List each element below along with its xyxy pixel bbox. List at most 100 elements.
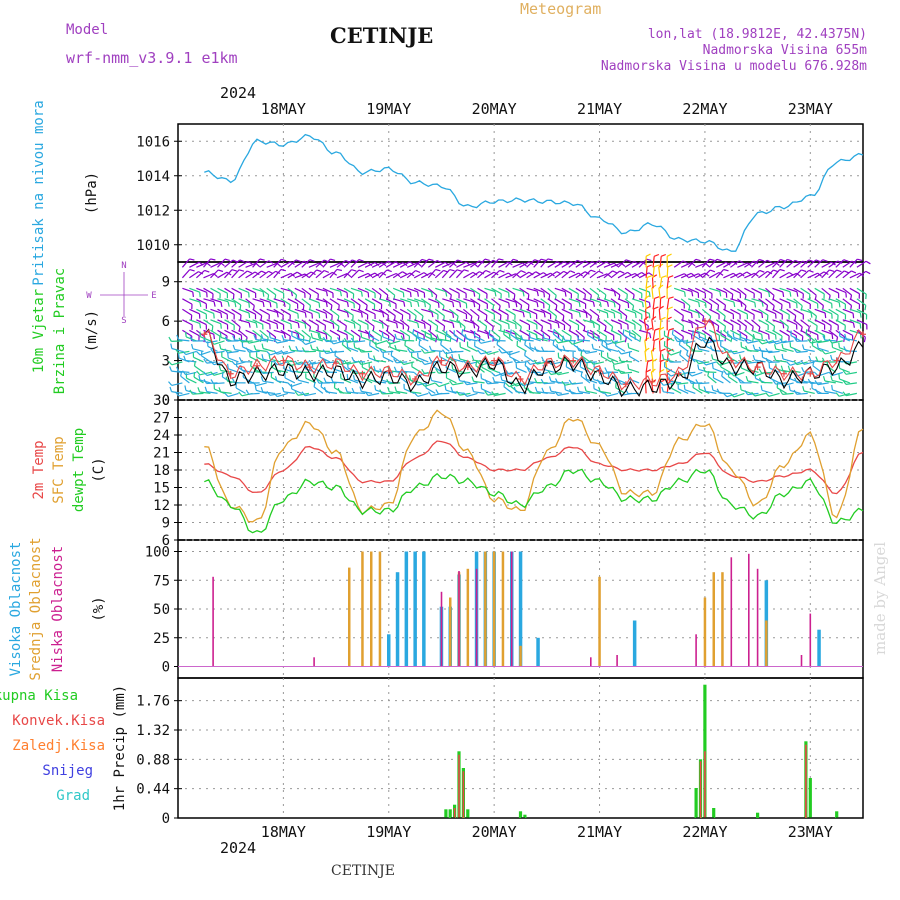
ytick-cloud-100: 100	[145, 545, 170, 561]
cloud-bar-mid	[519, 645, 522, 667]
ytick-wind-9: 9	[162, 275, 170, 291]
wind-gust-marker	[385, 368, 392, 375]
model-name: wrf-nmm_v3.9.1 e1km	[66, 49, 238, 67]
pressure-title: Pritisak na nivou mora	[31, 100, 47, 285]
ytick-pressure-1014: 1014	[136, 169, 170, 185]
precip-label-total: Ukupna Kisa	[0, 688, 78, 704]
pressure-ylabel: (hPa)	[84, 172, 100, 214]
cloud-bar-high	[422, 551, 426, 667]
cloud-bars	[178, 551, 863, 667]
temp-label-2m: 2m Temp	[31, 440, 47, 499]
top-date-23may: 23MAY	[788, 100, 833, 118]
temp-label-sfc: SFC Temp	[51, 436, 67, 503]
ytick-wind-3: 3	[162, 354, 170, 370]
cloud-bar-mid	[598, 576, 601, 667]
top-year-label: 2024	[220, 84, 256, 102]
ytick-wind-0: 0	[162, 393, 170, 409]
wind-gust-marker	[333, 360, 340, 367]
compass-e: E	[151, 291, 156, 301]
cloud-bar-high	[404, 551, 409, 667]
precip-bar-convective	[805, 744, 807, 818]
precip-bar-total	[448, 809, 452, 818]
precip-panel-frame	[177, 677, 864, 819]
cloud-bar-high	[387, 634, 391, 667]
wind-gust-marker	[754, 364, 761, 371]
ytick-temp-9: 9	[162, 516, 170, 532]
bottom-date-23may: 23MAY	[788, 823, 833, 841]
precip-bar-total	[835, 811, 839, 818]
wind-series	[201, 318, 866, 398]
precip-bar-convective	[458, 754, 460, 818]
bottom-date-19may: 19MAY	[366, 823, 411, 841]
pressure-panel-frame	[177, 123, 864, 263]
bottom-date-22may: 22MAY	[682, 823, 727, 841]
cloud-bar-mid	[449, 597, 452, 667]
cloud-bar-high	[632, 620, 637, 667]
top-date-labels: 18MAY 19MAY 20MAY 21MAY 22MAY 23MAY	[261, 100, 833, 118]
footer-title: CETINJE	[331, 863, 395, 879]
cloud-ylabel: (%)	[91, 596, 107, 621]
wind-title-line2: Brzina i Pravac	[52, 268, 68, 394]
compass-w: W	[86, 291, 92, 301]
compass-n: N	[121, 261, 126, 271]
cloud-bar-low	[212, 576, 214, 667]
wind-gust-marker	[701, 318, 708, 325]
altitude-text: Nadmorska Visina 655m	[703, 43, 868, 58]
precip-bar-total	[756, 812, 760, 818]
ytick-temp-24: 24	[153, 428, 170, 444]
wind-gust-marker	[807, 370, 814, 377]
precip-bar-total	[694, 788, 698, 818]
temp-ylabel: (C)	[91, 457, 107, 482]
ytick-temp-30: 30	[153, 393, 170, 409]
wind-ylabel: (m/s)	[84, 310, 100, 352]
y-tick-labels: 1016101410121010036930272421181512961007…	[136, 134, 182, 827]
ytick-wind-6: 6	[162, 314, 170, 330]
wind-gust-marker	[728, 357, 735, 364]
meteogram-label: Meteogram	[520, 0, 601, 18]
bottom-date-18may: 18MAY	[261, 823, 306, 841]
cloud-bar-high	[395, 572, 400, 667]
wind-gust-marker	[412, 375, 419, 382]
ytick-precip-1.76: 1.76	[136, 694, 170, 710]
wind-gust-marker	[491, 357, 498, 364]
top-date-19may: 19MAY	[366, 100, 411, 118]
precip-label-snow: Snijeg	[42, 763, 93, 779]
temp-2m-line	[204, 440, 864, 495]
precip-bars	[178, 684, 863, 819]
model-label: Model	[66, 22, 108, 38]
cloud-bar-low	[748, 553, 750, 667]
top-date-18may: 18MAY	[261, 100, 306, 118]
wind-gust-marker	[280, 357, 287, 364]
pressure-line	[204, 133, 864, 252]
bottom-date-21may: 21MAY	[577, 823, 622, 841]
cloud-bar-mid	[712, 572, 715, 667]
ytick-pressure-1016: 1016	[136, 134, 170, 150]
cloud-bar-low	[510, 551, 513, 667]
bottom-year-label: 2024	[220, 839, 256, 857]
ytick-pressure-1012: 1012	[136, 203, 170, 219]
lonlat-text: lon,lat (18.9812E, 42.4375N)	[648, 27, 867, 42]
cloud-label-mid: Srednja Oblacnost	[28, 537, 44, 680]
temp-sfc-line	[204, 409, 864, 523]
precip-bar-total	[523, 814, 527, 818]
ytick-cloud-0: 0	[162, 660, 170, 676]
compass-s: S	[121, 316, 126, 326]
cloud-bar-mid	[361, 551, 364, 667]
wind-gust-line	[203, 318, 864, 391]
cloud-bar-high	[817, 629, 821, 667]
cloud-bar-mid	[501, 551, 505, 667]
cloud-bar-low	[695, 634, 697, 667]
wind-gust-marker	[860, 331, 866, 338]
cloud-bar-mid	[721, 572, 724, 667]
pressure-series	[204, 133, 864, 252]
ytick-temp-21: 21	[153, 446, 170, 462]
precip-bar-convective	[462, 771, 465, 818]
cloud-bar-low	[313, 657, 315, 667]
top-date-22may: 22MAY	[682, 100, 727, 118]
cloud-bar-mid	[378, 551, 382, 667]
cloud-bar-high	[413, 551, 417, 667]
wind-title-group: 10m Vjetar Brzina i Pravac	[31, 268, 68, 394]
cloud-bar-low	[730, 557, 733, 667]
ytick-precip-1.32: 1.32	[136, 723, 170, 739]
cloud-bar-mid	[765, 620, 768, 667]
